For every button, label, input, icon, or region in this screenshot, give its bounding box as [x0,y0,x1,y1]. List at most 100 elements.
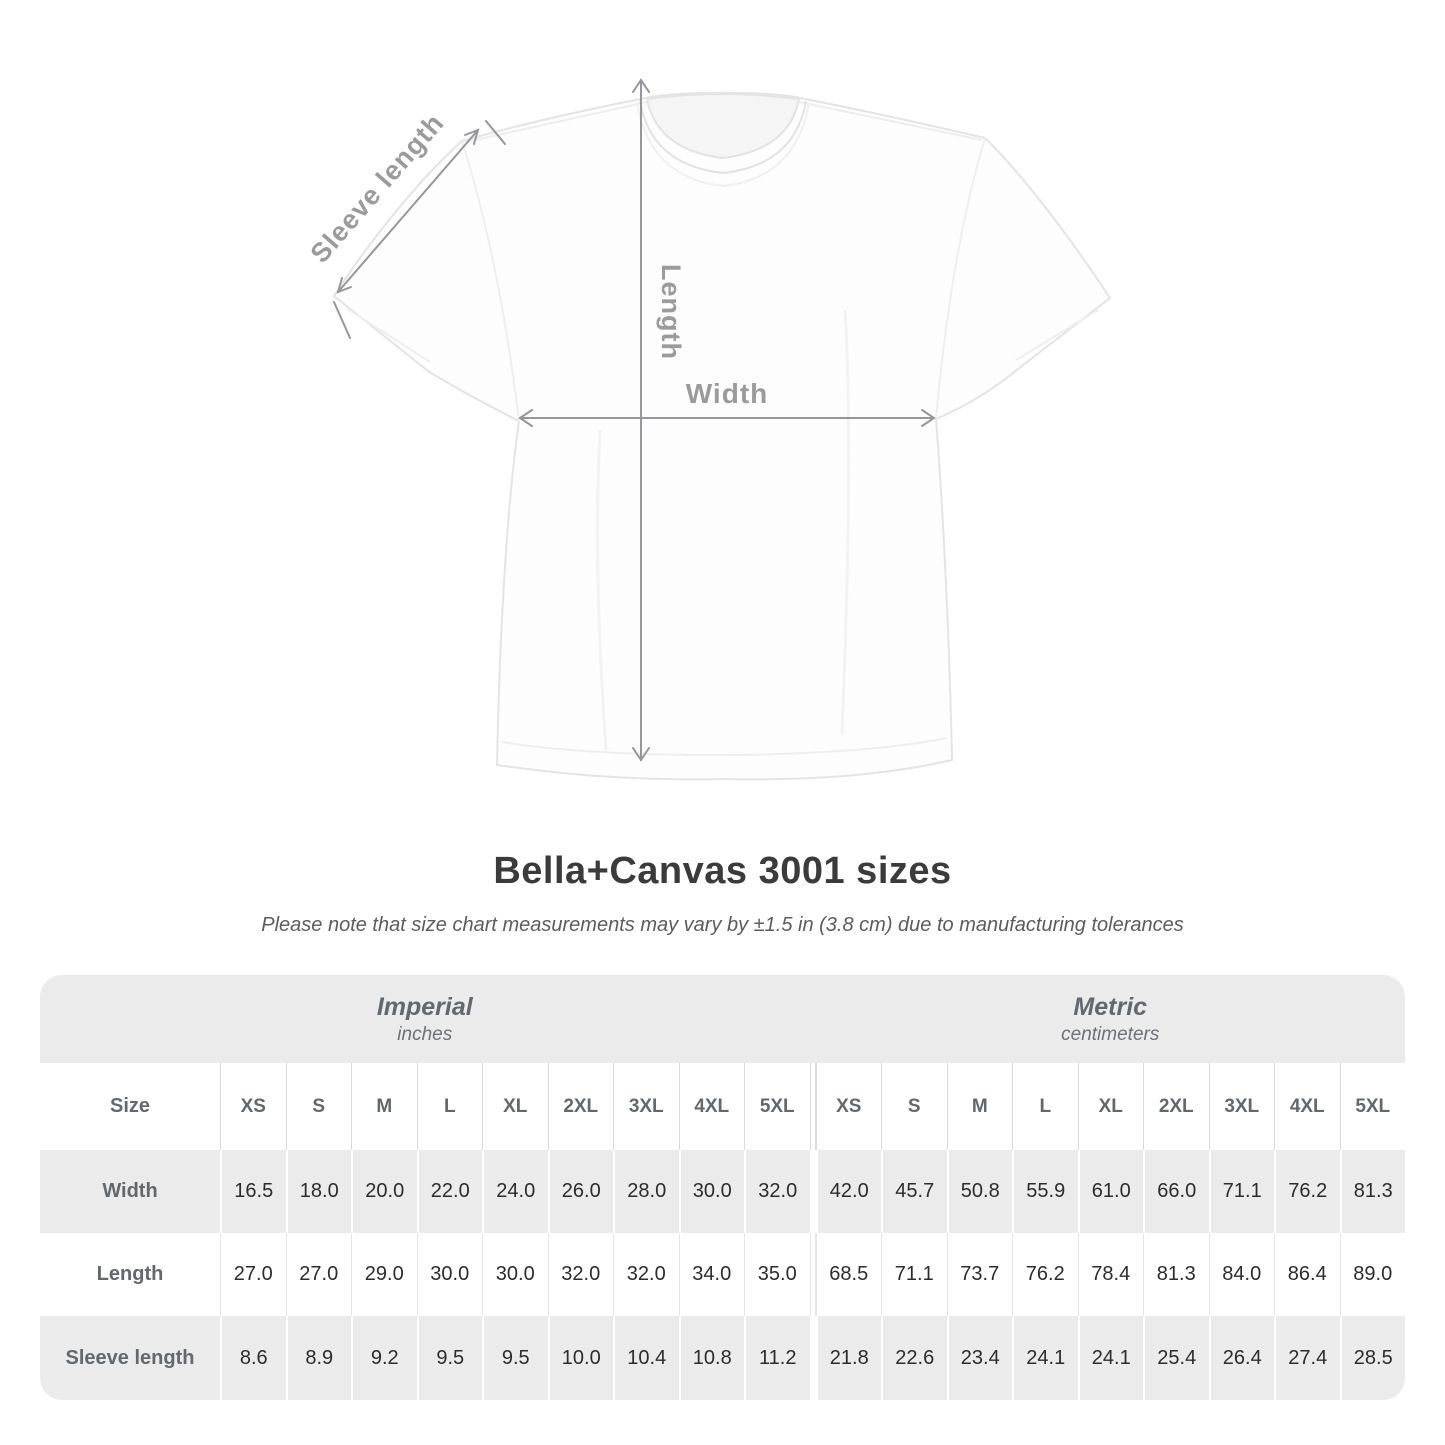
measurement-cell: 22.6 [881,1316,947,1400]
size-col-header: XS [815,1063,882,1150]
left-sleeve-seam [461,140,520,422]
collar-outer-stitch [636,102,810,188]
size-col-header: 3XL [1208,1063,1275,1150]
measurement-cell: 27.0 [285,1233,352,1316]
table-row: Length 27.0 27.0 29.0 30.0 30.0 32.0 32.0 34.0 35… [40,1233,1405,1316]
measurement-cell: 18.0 [285,1150,351,1233]
measurement-cell: 24.1 [1077,1316,1143,1400]
measurement-cell: 20.0 [351,1150,417,1233]
measurement-cell: 86.4 [1274,1233,1340,1316]
measurement-cell: 35.0 [744,1233,810,1316]
measurement-cell: 30.0 [678,1150,744,1233]
unit-group-header-row: Imperial inches Metric centimeters [40,975,1405,1063]
measurement-cell: 28.0 [613,1150,679,1233]
page-title: Bella+Canvas 3001 sizes [493,850,952,892]
group-divider [809,1150,816,1233]
measurement-cell: 16.5 [220,1150,286,1233]
measurement-cell: 10.8 [678,1316,744,1400]
imperial-label: Imperial [376,992,473,1021]
size-col-header: XS [220,1063,286,1150]
fabric-fold [596,429,608,753]
size-col-header: 4XL [1274,1063,1340,1150]
measurement-cell: 11.2 [744,1316,810,1400]
collar-band [639,100,807,175]
neck-opening [645,93,801,160]
size-col-header: S [285,1063,352,1150]
fabric-fold [840,309,851,736]
size-col-header: 4XL [678,1063,745,1150]
group-divider [809,1233,816,1316]
measurement-cell: 76.2 [1012,1233,1078,1316]
measurement-cell: 30.0 [482,1233,548,1316]
size-col-header: L [416,1063,483,1150]
measurement-cell: 68.5 [815,1233,882,1316]
measurement-cell: 71.1 [1208,1150,1274,1233]
measurement-cell: 28.5 [1339,1316,1405,1400]
group-divider [809,1316,816,1400]
size-corner-header: Size [109,1095,151,1117]
imperial-unit: inches [397,1023,453,1045]
length-label: Length [656,264,686,360]
table-row: Sleeve length 8.6 8.9 9.2 9.5 9.5 10.0 10.4 10.8… [40,1316,1405,1400]
imperial-group-header: Imperial inches [40,975,810,1063]
measurement-cell: 71.1 [881,1233,947,1316]
measurement-cell: 32.0 [613,1233,679,1316]
size-col-header: 5XL [744,1063,810,1150]
measurement-cell: 45.7 [881,1150,947,1233]
measurement-cell: 10.0 [547,1316,613,1400]
measurement-cell: 42.0 [815,1150,881,1233]
measurement-cell: 30.0 [416,1233,483,1316]
metric-unit: centimeters [1061,1023,1160,1045]
size-col-header: S [881,1063,947,1150]
size-col-header: M [946,1063,1013,1150]
measurement-cell: 26.4 [1208,1316,1274,1400]
metric-group-header: Metric centimeters [815,975,1405,1063]
measurement-cell: 27.4 [1274,1316,1340,1400]
size-col-header: M [351,1063,417,1150]
measurement-cell: 23.4 [946,1316,1012,1400]
measurement-cell: 32.0 [547,1233,614,1316]
group-divider [809,1063,816,1150]
measurement-cell: 61.0 [1077,1150,1143,1233]
measurement-cell: 25.4 [1143,1316,1209,1400]
size-col-header: 2XL [547,1063,614,1150]
size-col-header: 3XL [613,1063,679,1150]
measurement-cell: 10.4 [613,1316,679,1400]
measurement-cell: 24.1 [1012,1316,1078,1400]
measurement-cell: 22.0 [416,1150,482,1233]
tshirt-body [332,91,1112,781]
measurement-cell: 81.3 [1143,1233,1209,1316]
measurement-cell: 89.0 [1339,1233,1406,1316]
measurement-cell: 73.7 [946,1233,1013,1316]
hem-stitch [501,737,948,757]
measurement-cell: 9.5 [482,1316,548,1400]
measurement-cell: 26.0 [547,1150,613,1233]
size-col-header: XL [482,1063,548,1150]
width-label: Width [686,378,769,409]
size-col-header: 2XL [1143,1063,1209,1150]
table-row: Width 16.5 18.0 20.0 22.0 24.0 26.0 28.0 30.0 32.… [40,1150,1405,1233]
size-col-header: L [1012,1063,1078,1150]
right-shoulder-seam [793,100,983,141]
right-cuff-stitch [1015,309,1099,361]
measurement-cell: 50.8 [946,1150,1012,1233]
group-header-spacer [809,975,816,1063]
width-arrow [518,409,936,427]
measurement-cell: 9.2 [351,1316,417,1400]
tolerance-note: Please note that size chart measurements… [261,914,1184,936]
measurement-cell: 21.8 [815,1316,881,1400]
measurement-cell: 34.0 [678,1233,745,1316]
measurement-cell: 32.0 [744,1150,810,1233]
measurement-cell: 27.0 [220,1233,286,1316]
length-arrow [632,78,650,762]
size-header-row: Size XS S M L XL 2XL 3XL 4XL 5XL XS S M L XL 2XL 3XL 4XL… [40,1063,1405,1150]
row-label: Sleeve length [40,1316,220,1400]
measurement-cell: 55.9 [1012,1150,1078,1233]
measurement-cell: 8.6 [220,1316,286,1400]
measurement-cell: 24.0 [482,1150,548,1233]
metric-label: Metric [1073,992,1148,1021]
right-sleeve-seam [935,137,986,420]
measurement-cell: 81.3 [1339,1150,1405,1233]
measurement-cell: 76.2 [1274,1150,1340,1233]
